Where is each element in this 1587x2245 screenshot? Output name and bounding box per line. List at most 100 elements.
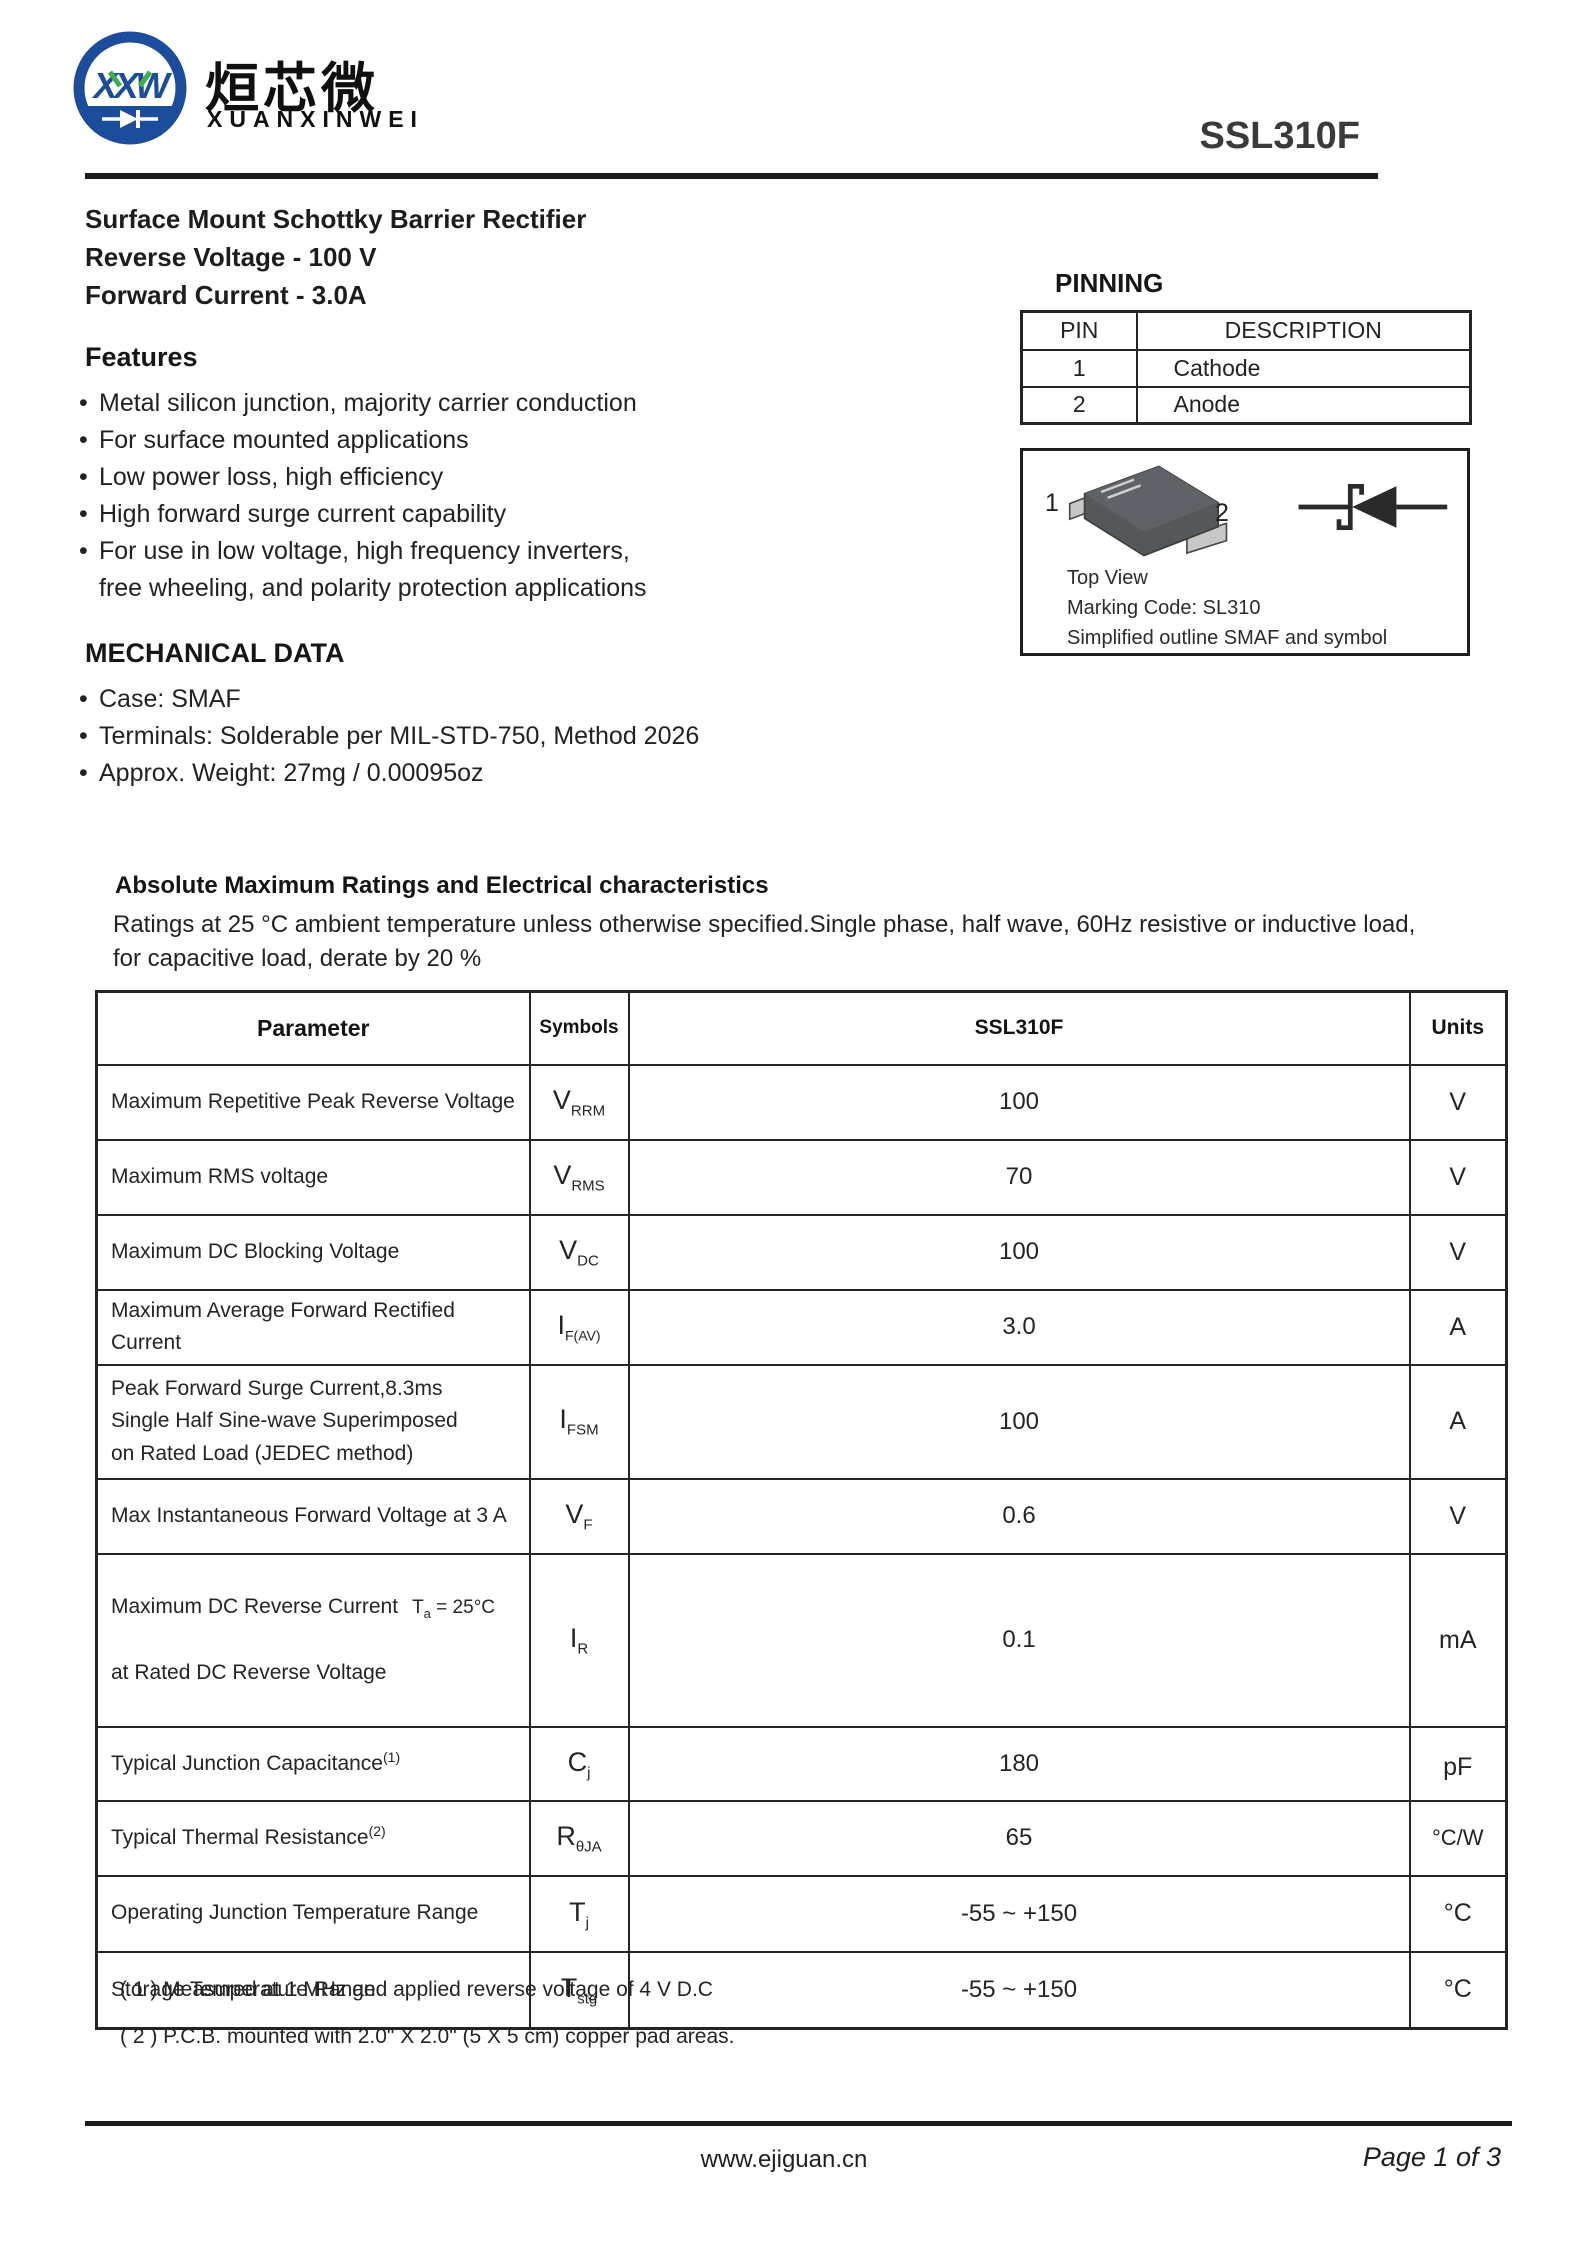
logo-icon: XXW — [73, 31, 187, 145]
pinning-title: PINNING — [1055, 268, 1164, 298]
unit-cell: pF — [1408, 1725, 1508, 1802]
features-list: Metal silicon junction, majority carrier… — [78, 385, 698, 607]
summary-line: Reverse Voltage - 100 V — [85, 242, 377, 272]
parameter-cell: Maximum Repetitive Peak Reverse Voltage — [95, 1063, 531, 1141]
pinning-table: PIN DESCRIPTION 1 Cathode 2 Anode — [1020, 310, 1472, 425]
footnote-ref: (1) — [383, 1748, 401, 1765]
table-row: Typical Thermal Resistance(2) RθJA 65 °C… — [95, 1799, 1508, 1877]
pinning-header-row: PIN DESCRIPTION — [1020, 310, 1472, 351]
table-row: Maximum DC Reverse Current Ta = 25°C at R… — [95, 1552, 1508, 1728]
pinning-row: 1 Cathode — [1020, 348, 1472, 388]
summary-line: Forward Current - 3.0A — [85, 280, 367, 310]
pin1-label: 1 — [1045, 489, 1059, 517]
symbols-column-header: Symbols — [528, 990, 630, 1066]
parameter-cell: Maximum RMS voltage — [95, 1138, 531, 1216]
feature-item: For surface mounted applications — [78, 422, 698, 459]
unit-cell: °C — [1408, 1950, 1508, 2030]
mechanical-item: Case: SMAF — [78, 681, 728, 718]
table-row: Maximum Average Forward Rectified Curren… — [95, 1288, 1508, 1366]
symbol-cell: IR — [528, 1552, 630, 1728]
table-row: Operating Junction Temperature Range Tj … — [95, 1874, 1508, 1953]
device-column-header: SSL310F — [627, 990, 1411, 1066]
symbol-cell: Cj — [528, 1725, 630, 1802]
header-divider — [85, 173, 1378, 179]
feature-item: Metal silicon junction, majority carrier… — [78, 385, 698, 422]
value-cell: -55 ~ +150 — [627, 1874, 1411, 1953]
symbol-cell: Tj — [528, 1874, 630, 1953]
brand-name-english: XUANXINWEI — [207, 106, 424, 132]
unit-cell: °C/W — [1408, 1799, 1508, 1877]
table-row: Maximum RMS voltage VRMS 70 V — [95, 1138, 1508, 1216]
pinning-row: 2 Anode — [1020, 385, 1472, 425]
ratings-table: Parameter Symbols SSL310F Units Maximum … — [95, 990, 1508, 2031]
symbol-cell: VRRM — [528, 1063, 630, 1141]
footnote-ref: (2) — [368, 1823, 386, 1840]
logo-monogram: XXW — [91, 65, 172, 106]
value-cell: 70 — [627, 1138, 1411, 1216]
table-row: Typical Junction Capacitance(1) Cj 180 p… — [95, 1725, 1508, 1802]
parameter-cell: Maximum DC Blocking Voltage — [95, 1213, 531, 1291]
company-logo: XXW — [70, 28, 190, 148]
value-cell: 65 — [627, 1799, 1411, 1877]
units-column-header: Units — [1408, 990, 1508, 1066]
table-row: Maximum Repetitive Peak Reverse Voltage … — [95, 1063, 1508, 1141]
symbol-cell: VDC — [528, 1213, 630, 1291]
package-caption-line: Top View — [1067, 567, 1148, 589]
unit-cell: °C — [1408, 1874, 1508, 1953]
parameter-cell: Max Instantaneous Forward Voltage at 3 A — [95, 1477, 531, 1555]
ratings-header-row: Parameter Symbols SSL310F Units — [95, 990, 1508, 1066]
symbol-cell: VRMS — [528, 1138, 630, 1216]
value-cell: 3.0 — [627, 1288, 1411, 1366]
pin-column-header: PIN — [1020, 310, 1138, 351]
footer-page-number: Page 1 of 3 — [1362, 2142, 1501, 2172]
parameter-cell: Typical Thermal Resistance(2) — [95, 1799, 531, 1877]
symbol-cell: IFSM — [528, 1363, 630, 1480]
ratings-title: Absolute Maximum Ratings and Electrical … — [115, 872, 769, 899]
symbol-cell: RθJA — [528, 1799, 630, 1877]
parameter-cell: Storage Temperature Range — [95, 1950, 531, 2030]
pin-cell: 2 — [1020, 385, 1138, 425]
condition-note: Ta = 25°C — [412, 1597, 496, 1621]
mechanical-list: Case: SMAF Terminals: Solderable per MIL… — [78, 681, 728, 792]
mechanical-item: Approx. Weight: 27mg / 0.00095oz — [78, 755, 728, 792]
value-cell: 0.1 — [627, 1552, 1411, 1728]
value-cell: 100 — [627, 1063, 1411, 1141]
unit-cell: V — [1408, 1477, 1508, 1555]
description-cell: Cathode — [1135, 348, 1472, 388]
pin2-label: 2 — [1215, 499, 1229, 527]
table-row: Max Instantaneous Forward Voltage at 3 A… — [95, 1477, 1508, 1555]
unit-cell: V — [1408, 1213, 1508, 1291]
features-title: Features — [85, 342, 198, 372]
ratings-subtitle: Ratings at 25 °C ambient temperature unl… — [113, 911, 1416, 972]
parameter-cell: Typical Junction Capacitance(1) — [95, 1725, 531, 1802]
schottky-diode-symbol-icon — [1291, 473, 1451, 546]
parameter-column-header: Parameter — [95, 990, 531, 1066]
mechanical-item: Terminals: Solderable per MIL-STD-750, M… — [78, 718, 728, 755]
unit-cell: A — [1408, 1288, 1508, 1366]
footer-divider — [85, 2121, 1512, 2126]
parameter-cell: Maximum Average Forward Rectified Curren… — [95, 1288, 531, 1366]
value-cell: 100 — [627, 1213, 1411, 1291]
parameter-cell: Peak Forward Surge Current,8.3ms Single … — [95, 1363, 531, 1480]
footnote-1: ( 1 ) Measured at 1 MHz and applied reve… — [120, 1978, 713, 2001]
summary-line: Surface Mount Schottky Barrier Rectifier — [85, 204, 587, 234]
table-row: Maximum DC Blocking Voltage VDC 100 V — [95, 1213, 1508, 1291]
table-row: Storage Temperature Range Tstg -55 ~ +15… — [95, 1950, 1508, 2030]
table-row: Peak Forward Surge Current,8.3ms Single … — [95, 1363, 1508, 1480]
parameter-cell: Operating Junction Temperature Range — [95, 1874, 531, 1953]
unit-cell: A — [1408, 1363, 1508, 1480]
package-caption-line: Marking Code: SL310 — [1067, 597, 1261, 619]
description-cell: Anode — [1135, 385, 1472, 425]
package-outline-box: 1 2 Top View Marking Code: SL310 Simplif… — [1020, 448, 1470, 656]
feature-item: Low power loss, high efficiency — [78, 459, 698, 496]
value-cell: 180 — [627, 1725, 1411, 1802]
mechanical-title: MECHANICAL DATA — [85, 638, 345, 668]
parameter-cell: Maximum DC Reverse Current Ta = 25°C at R… — [95, 1552, 531, 1728]
feature-item: High forward surge current capability — [78, 496, 698, 533]
package-image — [1063, 459, 1253, 582]
brand-name-chinese: 烜芯微 — [205, 59, 379, 119]
part-number-title: SSL310F — [1199, 115, 1360, 157]
feature-item: For use in low voltage, high frequency i… — [78, 533, 698, 607]
unit-cell: mA — [1408, 1552, 1508, 1728]
footer-website: www.ejiguan.cn — [700, 2146, 868, 2173]
